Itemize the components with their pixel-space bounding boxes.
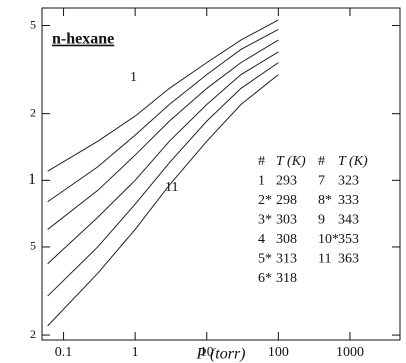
isotherm-line <box>47 39 279 230</box>
table-cell: 333 <box>338 193 359 208</box>
y-tick-label: 2 <box>30 327 36 341</box>
table-cell: 7 <box>318 174 325 189</box>
y-tick-label: 5 <box>30 239 36 253</box>
table-header: # <box>318 154 325 169</box>
x-tick-label: 10 <box>200 345 214 360</box>
table-cell: 1 <box>258 174 265 189</box>
y-tick-label: 1 <box>28 171 36 188</box>
table-cell: 318 <box>276 271 297 286</box>
table-cell: 308 <box>276 232 297 247</box>
table-cell: 2* <box>258 193 272 208</box>
table-cell: 8* <box>318 193 332 208</box>
isotherm-line <box>47 62 279 297</box>
table-cell: 343 <box>338 213 359 228</box>
table-cell: 3* <box>258 213 272 228</box>
table-cell: 5* <box>258 252 272 267</box>
table-header: T (K) <box>276 154 306 169</box>
table-cell: 9 <box>318 213 325 228</box>
isotherm-line <box>47 19 279 172</box>
table-cell: 10* <box>318 232 339 247</box>
table-cell: 353 <box>338 232 359 247</box>
y-tick-label: 5 <box>30 17 36 31</box>
table-cell: 298 <box>276 193 297 208</box>
table-header: T (K) <box>338 154 368 169</box>
x-tick-label: 0.1 <box>55 345 73 360</box>
annotation: 1 <box>130 70 137 85</box>
x-tick-label: 1 <box>132 345 139 360</box>
isotherm-line <box>47 74 279 327</box>
table-cell: 293 <box>276 174 297 189</box>
table-cell: 6* <box>258 271 272 286</box>
annotation: 11 <box>165 180 178 195</box>
x-tick-label: 100 <box>268 345 289 360</box>
chart-title: n-hexane <box>52 31 114 48</box>
x-axis-label: P (torr) <box>195 346 245 363</box>
table-cell: 313 <box>276 252 297 267</box>
table-cell: 4 <box>258 232 265 247</box>
table-cell: 11 <box>318 252 331 267</box>
isotherm-line <box>47 29 279 203</box>
table-cell: 323 <box>338 174 359 189</box>
table-header: # <box>258 154 265 169</box>
table-cell: 363 <box>338 252 359 267</box>
y-tick-label: 2 <box>30 105 36 119</box>
x-tick-label: 1000 <box>336 345 364 360</box>
isotherm-line <box>47 51 279 265</box>
table-cell: 303 <box>276 213 297 228</box>
plot-frame <box>41 7 401 341</box>
